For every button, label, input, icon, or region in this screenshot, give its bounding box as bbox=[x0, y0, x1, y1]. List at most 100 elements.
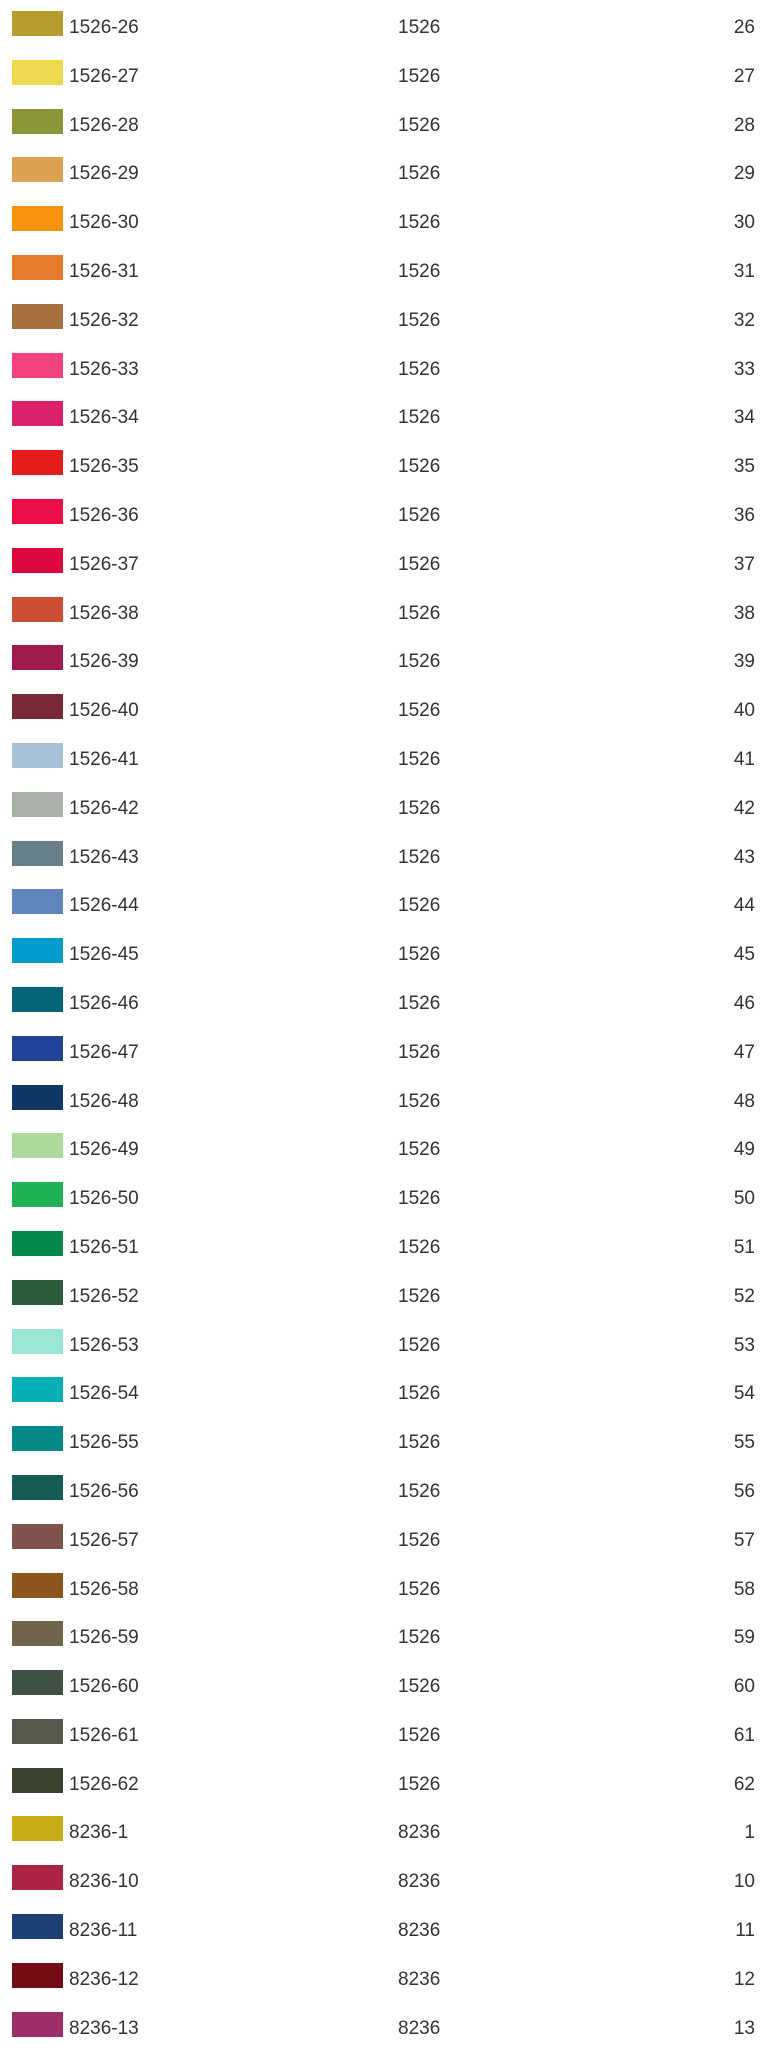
color-group: 1526 bbox=[398, 1188, 441, 1210]
table-row: 1526-30 1526 30 bbox=[0, 195, 761, 244]
table-row: 1526-51 1526 51 bbox=[0, 1220, 761, 1269]
color-group: 1526 bbox=[398, 1090, 441, 1112]
color-code: 1526-30 bbox=[69, 212, 139, 234]
color-number: 12 bbox=[733, 1968, 755, 1990]
color-code: 1526-54 bbox=[69, 1383, 139, 1405]
color-group: 1526 bbox=[398, 17, 441, 38]
table-row: 1526-31 1526 31 bbox=[0, 244, 761, 293]
color-swatch bbox=[12, 840, 63, 866]
color-code: 8236-10 bbox=[69, 1871, 139, 1893]
color-swatch bbox=[12, 498, 63, 524]
color-code: 1526-39 bbox=[69, 651, 139, 673]
color-swatch bbox=[12, 791, 63, 817]
color-number: 53 bbox=[733, 1334, 755, 1356]
color-number: 61 bbox=[733, 1724, 755, 1746]
color-swatch bbox=[12, 206, 63, 232]
color-swatch bbox=[12, 352, 63, 378]
table-row: 8236-12 8236 12 bbox=[0, 1952, 761, 2001]
color-group: 1526 bbox=[398, 1236, 441, 1258]
color-number: 27 bbox=[733, 65, 755, 87]
table-row: 1526-44 1526 44 bbox=[0, 878, 761, 927]
color-number: 48 bbox=[733, 1090, 755, 1112]
color-code: 1526-26 bbox=[69, 17, 139, 38]
table-row: 1526-32 1526 32 bbox=[0, 293, 761, 342]
color-number: 28 bbox=[733, 114, 755, 136]
table-row: 1526-59 1526 59 bbox=[0, 1610, 761, 1659]
color-group: 1526 bbox=[398, 114, 441, 136]
color-number: 52 bbox=[733, 1285, 755, 1307]
color-code: 1526-62 bbox=[69, 1773, 139, 1795]
color-number: 31 bbox=[733, 260, 755, 282]
color-group: 1526 bbox=[398, 700, 441, 722]
color-group: 1526 bbox=[398, 65, 441, 87]
color-number: 51 bbox=[733, 1236, 755, 1258]
color-swatch bbox=[12, 450, 63, 476]
table-row: 1526-43 1526 43 bbox=[0, 830, 761, 879]
color-swatch bbox=[12, 547, 63, 573]
table-row: 1526-34 1526 34 bbox=[0, 390, 761, 439]
color-number: 1 bbox=[744, 1822, 755, 1844]
color-code: 1526-49 bbox=[69, 1139, 139, 1161]
color-group: 1526 bbox=[398, 651, 441, 673]
color-group: 1526 bbox=[398, 504, 441, 526]
color-number: 11 bbox=[735, 1920, 755, 1942]
color-group: 8236 bbox=[398, 2017, 441, 2039]
color-group: 1526 bbox=[398, 748, 441, 770]
table-row: 1526-33 1526 33 bbox=[0, 342, 761, 391]
table-row: 1526-58 1526 58 bbox=[0, 1562, 761, 1611]
color-swatch bbox=[12, 11, 63, 36]
color-swatch bbox=[12, 1230, 63, 1256]
table-row: 1526-37 1526 37 bbox=[0, 537, 761, 586]
color-code: 1526-37 bbox=[69, 553, 139, 575]
color-number: 49 bbox=[733, 1139, 755, 1161]
color-group: 1526 bbox=[398, 553, 441, 575]
color-group: 1526 bbox=[398, 1285, 441, 1307]
color-swatch bbox=[12, 1328, 63, 1354]
color-swatch bbox=[12, 1523, 63, 1549]
color-code: 1526-29 bbox=[69, 163, 139, 185]
color-number: 26 bbox=[733, 17, 755, 38]
color-swatch bbox=[12, 1670, 63, 1696]
color-swatch bbox=[12, 2011, 63, 2037]
color-group: 1526 bbox=[398, 456, 441, 478]
color-number: 59 bbox=[733, 1627, 755, 1649]
color-number: 36 bbox=[733, 504, 755, 526]
color-group: 1526 bbox=[398, 163, 441, 185]
color-code: 1526-44 bbox=[69, 895, 139, 917]
color-code: 1526-33 bbox=[69, 358, 139, 380]
color-swatch bbox=[12, 938, 63, 964]
color-code: 1526-27 bbox=[69, 65, 139, 87]
color-number: 47 bbox=[733, 1041, 755, 1063]
color-number: 60 bbox=[733, 1676, 755, 1698]
color-group: 1526 bbox=[398, 1676, 441, 1698]
color-group: 1526 bbox=[398, 895, 441, 917]
color-swatch bbox=[12, 1865, 63, 1891]
color-group: 1526 bbox=[398, 1383, 441, 1405]
table-row: 1526-42 1526 42 bbox=[0, 781, 761, 830]
color-group: 1526 bbox=[398, 358, 441, 380]
color-group: 1526 bbox=[398, 1139, 441, 1161]
table-row: 1526-27 1526 27 bbox=[0, 49, 761, 98]
color-code: 8236-1 bbox=[69, 1822, 129, 1844]
table-row: 1526-61 1526 61 bbox=[0, 1708, 761, 1757]
color-group: 1526 bbox=[398, 1334, 441, 1356]
color-number: 37 bbox=[733, 553, 755, 575]
color-code: 1526-60 bbox=[69, 1676, 139, 1698]
table-row: 1526-36 1526 36 bbox=[0, 488, 761, 537]
color-number: 56 bbox=[733, 1480, 755, 1502]
color-swatch bbox=[12, 401, 63, 427]
table-row: 1526-52 1526 52 bbox=[0, 1269, 761, 1318]
color-code: 1526-56 bbox=[69, 1480, 139, 1502]
color-group: 1526 bbox=[398, 260, 441, 282]
color-code: 1526-59 bbox=[69, 1627, 139, 1649]
color-number: 46 bbox=[733, 992, 755, 1014]
color-number: 13 bbox=[733, 2017, 755, 2039]
color-group: 1526 bbox=[398, 212, 441, 234]
color-swatch bbox=[12, 986, 63, 1012]
color-code: 1526-34 bbox=[69, 407, 139, 429]
color-swatch bbox=[12, 742, 63, 768]
color-code: 1526-47 bbox=[69, 1041, 139, 1063]
color-code: 8236-13 bbox=[69, 2017, 139, 2039]
color-swatch bbox=[12, 1962, 63, 1988]
